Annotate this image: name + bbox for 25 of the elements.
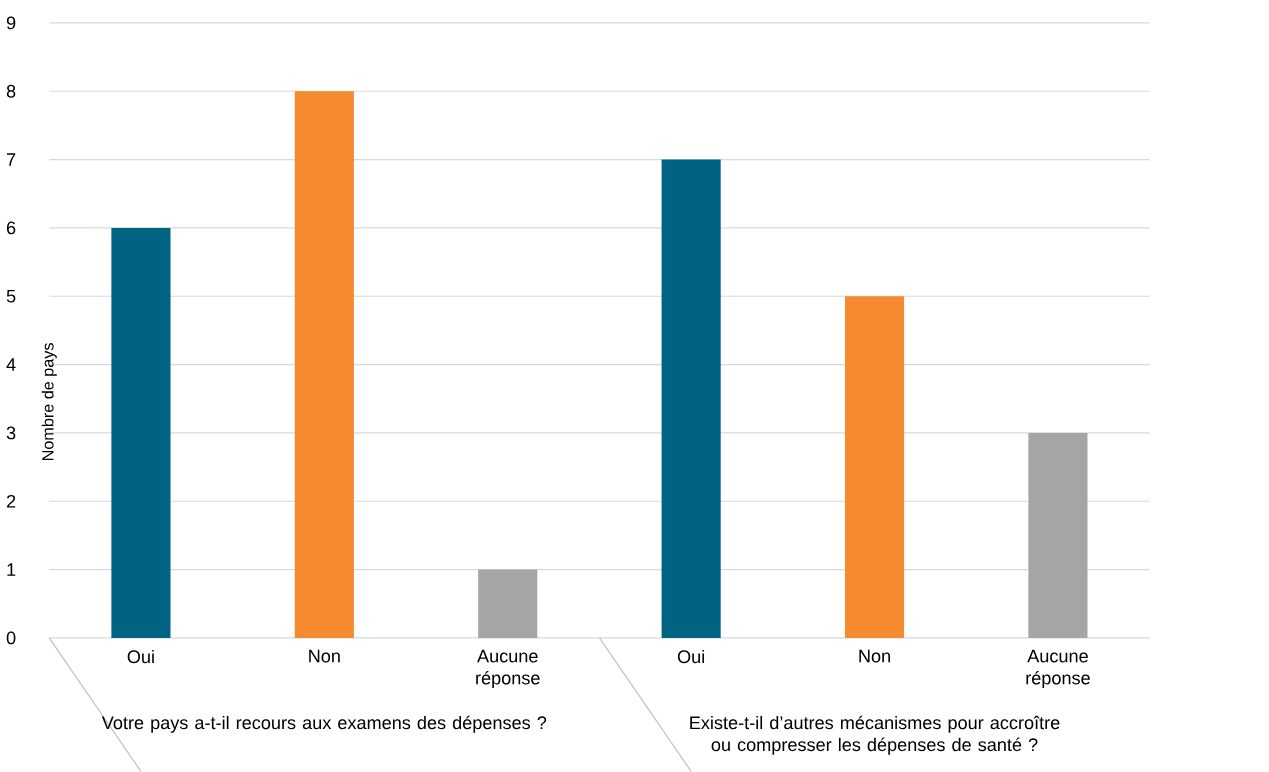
y-tick-label: 4 <box>6 358 16 371</box>
y-tick-label: 3 <box>6 426 16 440</box>
x-tick-label: Oui <box>127 649 154 664</box>
x-tick-label: Oui <box>677 649 705 664</box>
y-tick-label: 6 <box>6 221 16 235</box>
y-axis-title: Nombre de pays <box>41 343 57 461</box>
x-tick-label: Aucune réponse <box>1026 649 1090 689</box>
x-tick-label: Non <box>859 649 890 663</box>
bar <box>844 296 905 638</box>
bar <box>1028 432 1088 638</box>
y-tick-label: 8 <box>6 84 16 98</box>
y-tick-label: 7 <box>6 153 16 166</box>
y-tick-label: 5 <box>6 289 16 303</box>
y-tick-label: 0 <box>6 631 16 645</box>
bar <box>111 227 171 638</box>
x-tick-label: Aucune réponse <box>476 649 540 689</box>
bar <box>294 91 354 638</box>
bar <box>661 159 721 638</box>
y-tick-label: 1 <box>7 563 16 576</box>
y-tick-label: 2 <box>6 494 16 508</box>
y-tick-label: 9 <box>6 16 16 30</box>
text: Existe-t-il d’autres mécanismes pour accroître ou compresser les dépenses de santé ? <box>690 715 1060 755</box>
x-tick-label: Non <box>309 649 340 663</box>
bar <box>478 569 538 638</box>
text: Votre pays a-t-il recours aux examens des dépenses ? <box>101 715 547 733</box>
